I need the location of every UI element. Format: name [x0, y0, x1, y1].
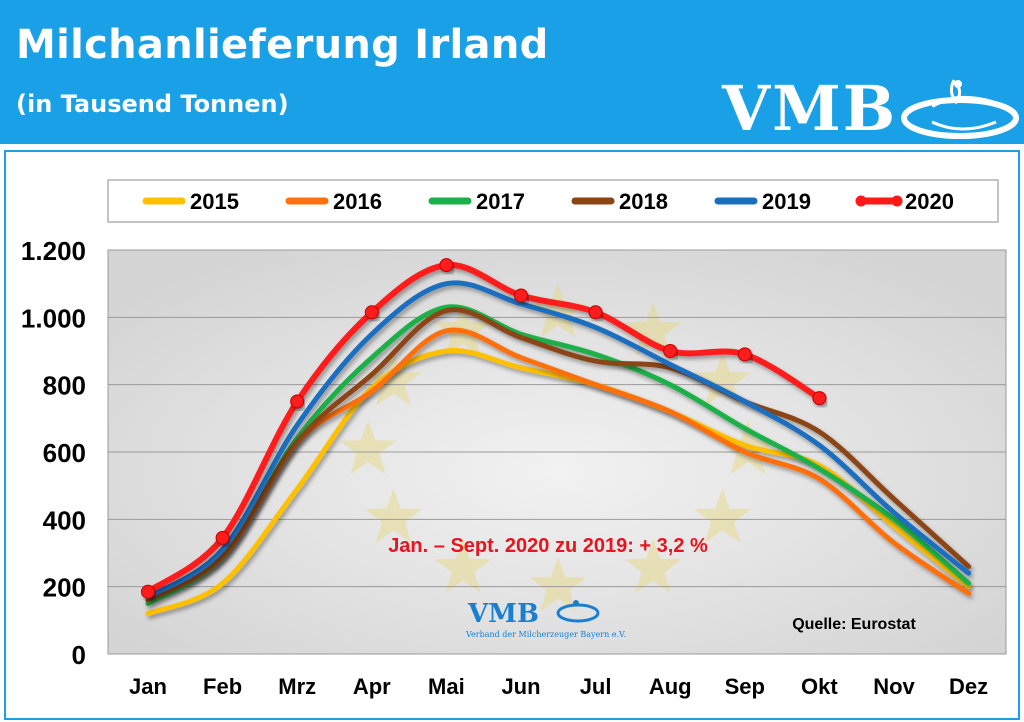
legend-label-2017: 2017: [476, 189, 525, 214]
x-tick-label: Jun: [501, 674, 540, 699]
eu-star: [624, 301, 682, 356]
eu-star: [529, 283, 587, 338]
y-axis-ticks: 0 200 400 600 800 1.000 1.200: [21, 236, 86, 670]
x-tick-label: Aug: [649, 674, 692, 699]
page-subtitle: (in Tausend Tonnen): [16, 90, 289, 118]
data-point-2020: [215, 530, 230, 545]
inner-logo-drop-icon: [573, 600, 579, 606]
x-tick-label: Dez: [949, 674, 988, 699]
eu-star: [624, 538, 682, 593]
data-point-2020: [737, 347, 752, 362]
series-markers: [141, 258, 827, 599]
series-line-2019: [145, 280, 972, 600]
vmb-swirl-logo-icon: [901, 79, 1019, 139]
data-point-2020: [514, 288, 528, 303]
x-tick-label: Apr: [353, 674, 391, 699]
x-tick-label: Jul: [580, 674, 612, 699]
series-line-2020: [145, 262, 823, 595]
x-tick-label: Feb: [203, 674, 242, 699]
x-axis-ticks: Jan Feb Mrz Apr Mai Jun Jul Aug Sep Okt Nov Dez: [129, 674, 988, 699]
data-point-2020: [812, 391, 827, 406]
x-tick-label: Mrz: [278, 674, 316, 699]
eu-star: [364, 351, 422, 406]
eu-star: [364, 488, 422, 543]
inner-logo-text: VMB: [467, 599, 539, 629]
legend-label-2019: 2019: [762, 189, 811, 214]
gridlines: [108, 249, 1006, 588]
legend-label-2015: 2015: [190, 189, 239, 214]
data-point-2020: [588, 305, 603, 320]
x-tick-label: Nov: [873, 674, 915, 699]
y-tick-label: 400: [43, 505, 86, 535]
eu-star: [529, 556, 587, 612]
data-point-2020: [663, 344, 678, 358]
legend-marker-2020: [855, 195, 867, 207]
source-label: Quelle: Eurostat: [792, 616, 916, 633]
chart-legend: 2015 2016 2017 2018 2019 2020: [107, 179, 999, 223]
header-banner: Milchanlieferung Irland (in Tausend Tonn…: [0, 0, 1024, 144]
page-title: Milchanlieferung Irland: [16, 22, 549, 68]
vmb-logo: VMB: [722, 72, 1022, 146]
inner-logo-subtext: Verband der Milcherzeuger Bayern e.V.: [465, 630, 626, 639]
legend-label-2018: 2018: [619, 189, 668, 214]
annotation-change: Jan. – Sept. 2020 zu 2019: + 3,2 %: [388, 535, 708, 557]
inner-vmb-logo: VMB Verband der Milcherzeuger Bayern e.V…: [465, 599, 626, 639]
legend-label-2016: 2016: [333, 189, 382, 214]
series-line-2015: [145, 348, 972, 617]
eu-star: [694, 488, 752, 543]
legend-label-2020: 2020: [905, 189, 954, 214]
legend-box: [107, 179, 999, 223]
x-tick-label: Mai: [428, 674, 465, 699]
eu-star: [434, 538, 492, 593]
y-tick-label: 1.000: [21, 303, 86, 333]
eu-star: [339, 420, 397, 475]
data-point-2020: [439, 258, 454, 273]
legend-marker-2020: [891, 195, 903, 207]
eu-star: [694, 351, 752, 406]
y-tick-label: 1.200: [21, 236, 86, 266]
x-tick-label: Jan: [129, 674, 167, 699]
data-point-2020: [141, 584, 155, 599]
data-point-2020: [364, 305, 379, 320]
series-line-2018: [145, 307, 972, 603]
data-point-2020: [290, 394, 305, 409]
vmb-logo-text: VMB: [722, 72, 898, 145]
series-lines: [145, 262, 972, 617]
y-tick-label: 800: [43, 371, 86, 401]
y-tick-label: 600: [43, 438, 86, 468]
y-tick-label: 0: [72, 640, 86, 670]
y-tick-label: 200: [43, 573, 86, 603]
x-tick-label: Okt: [801, 674, 838, 699]
x-tick-label: Sep: [725, 674, 765, 699]
